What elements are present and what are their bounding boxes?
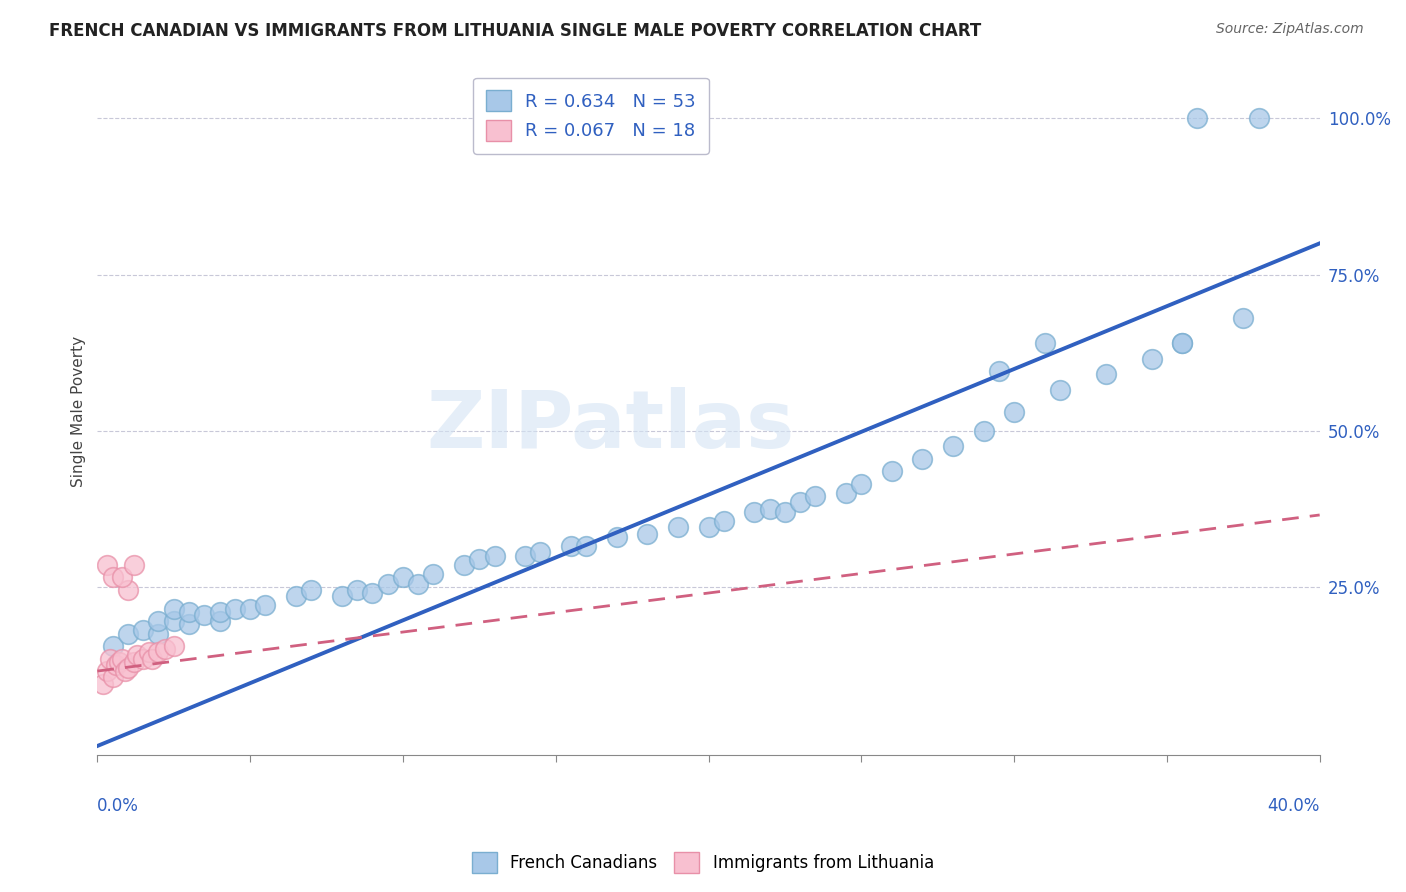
Point	[575, 539, 598, 553]
Point	[515, 549, 537, 563]
Point	[453, 558, 475, 572]
Point	[973, 424, 995, 438]
Point	[851, 476, 873, 491]
Point	[153, 642, 176, 657]
Point	[107, 655, 129, 669]
Point	[666, 520, 689, 534]
Point	[177, 605, 200, 619]
Point	[406, 576, 429, 591]
Point	[361, 586, 384, 600]
Point	[101, 670, 124, 684]
Text: ZIPatlas: ZIPatlas	[426, 386, 794, 465]
Point	[111, 570, 134, 584]
Point	[987, 364, 1010, 378]
Y-axis label: Single Male Poverty: Single Male Poverty	[72, 336, 86, 488]
Legend: R = 0.634   N = 53, R = 0.067   N = 18: R = 0.634 N = 53, R = 0.067 N = 18	[472, 78, 709, 153]
Point	[96, 664, 118, 678]
Point	[125, 648, 148, 663]
Point	[636, 526, 658, 541]
Point	[132, 624, 155, 638]
Point	[1247, 112, 1270, 126]
Point	[1187, 112, 1209, 126]
Point	[1002, 405, 1025, 419]
Point	[117, 582, 139, 597]
Point	[148, 645, 170, 659]
Point	[101, 570, 124, 584]
Point	[132, 651, 155, 665]
Point	[560, 539, 582, 553]
Point	[1140, 351, 1163, 366]
Point	[942, 439, 965, 453]
Point	[104, 657, 127, 672]
Point	[804, 489, 827, 503]
Point	[111, 651, 134, 665]
Point	[1049, 383, 1071, 397]
Point	[98, 651, 121, 665]
Point	[606, 530, 628, 544]
Point	[789, 495, 811, 509]
Point	[239, 601, 262, 615]
Point	[744, 505, 766, 519]
Point	[484, 549, 506, 563]
Point	[911, 451, 934, 466]
Point	[208, 605, 231, 619]
Point	[285, 589, 308, 603]
Point	[468, 551, 491, 566]
Point	[346, 582, 368, 597]
Point	[377, 576, 399, 591]
Point	[122, 655, 145, 669]
Point	[148, 614, 170, 628]
Point	[193, 607, 215, 622]
Text: 40.0%: 40.0%	[1267, 797, 1320, 814]
Point	[117, 661, 139, 675]
Text: Source: ZipAtlas.com: Source: ZipAtlas.com	[1216, 22, 1364, 37]
Point	[1033, 336, 1056, 351]
Point	[1232, 311, 1254, 326]
Point	[114, 664, 136, 678]
Text: FRENCH CANADIAN VS IMMIGRANTS FROM LITHUANIA SINGLE MALE POVERTY CORRELATION CHA: FRENCH CANADIAN VS IMMIGRANTS FROM LITHU…	[49, 22, 981, 40]
Point	[254, 599, 277, 613]
Point	[422, 567, 444, 582]
Point	[163, 614, 186, 628]
Point	[299, 582, 322, 597]
Point	[141, 651, 163, 665]
Point	[1171, 336, 1194, 351]
Point	[138, 645, 160, 659]
Point	[224, 601, 246, 615]
Point	[392, 570, 415, 584]
Point	[330, 589, 353, 603]
Point	[835, 486, 858, 500]
Point	[773, 505, 796, 519]
Point	[208, 614, 231, 628]
Point	[529, 545, 551, 559]
Legend: French Canadians, Immigrants from Lithuania: French Canadians, Immigrants from Lithua…	[465, 846, 941, 880]
Point	[713, 514, 735, 528]
Point	[96, 558, 118, 572]
Point	[880, 464, 903, 478]
Point	[148, 626, 170, 640]
Point	[1094, 368, 1116, 382]
Point	[163, 639, 186, 653]
Point	[697, 520, 720, 534]
Point	[122, 558, 145, 572]
Point	[177, 617, 200, 632]
Point	[93, 676, 115, 690]
Point	[117, 626, 139, 640]
Point	[101, 639, 124, 653]
Point	[163, 601, 186, 615]
Text: 0.0%: 0.0%	[97, 797, 139, 814]
Point	[1171, 336, 1194, 351]
Point	[758, 501, 780, 516]
